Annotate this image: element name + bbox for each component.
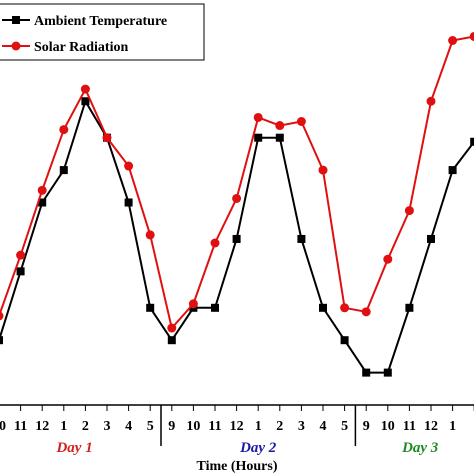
x-tick-label: 2 xyxy=(82,419,89,434)
marker xyxy=(253,112,263,122)
x-tick-label: 11 xyxy=(403,419,416,434)
legend-box xyxy=(0,3,205,61)
marker xyxy=(124,161,134,171)
marker xyxy=(426,96,436,106)
marker xyxy=(383,254,393,264)
marker xyxy=(16,250,26,260)
marker xyxy=(0,311,4,321)
x-tick-label: 4 xyxy=(125,419,132,434)
legend-label: Solar Radiation xyxy=(34,40,128,55)
marker xyxy=(59,166,68,175)
marker xyxy=(361,307,371,317)
marker xyxy=(383,368,392,377)
x-tick-label: 12 xyxy=(35,419,49,434)
marker xyxy=(167,323,177,333)
marker xyxy=(275,121,285,131)
marker xyxy=(146,303,155,312)
marker xyxy=(448,36,458,45)
x-tick-label: 2 xyxy=(276,419,283,434)
marker xyxy=(188,299,198,309)
marker xyxy=(340,303,350,313)
marker xyxy=(297,234,306,243)
marker xyxy=(124,198,133,207)
x-tick-label: 3 xyxy=(104,419,111,434)
marker xyxy=(167,336,176,345)
marker xyxy=(102,133,112,143)
x-tick-label: 9 xyxy=(363,419,370,434)
marker xyxy=(469,31,474,41)
x-tick-label: 9 xyxy=(168,419,175,434)
marker xyxy=(81,97,90,106)
marker xyxy=(0,336,3,345)
marker xyxy=(80,84,90,94)
x-tick-label: 11 xyxy=(208,419,221,434)
marker xyxy=(59,125,69,135)
marker xyxy=(16,267,25,276)
marker xyxy=(405,303,414,312)
x-tick-label: 11 xyxy=(14,419,27,434)
x-tick-label: 10 xyxy=(381,419,395,434)
marker xyxy=(340,336,349,345)
marker xyxy=(232,234,241,243)
marker xyxy=(38,198,47,207)
marker xyxy=(470,137,474,146)
legend-marker xyxy=(12,16,20,24)
x-tick-label: 12 xyxy=(230,419,244,434)
x-tick-label: 10 xyxy=(186,419,200,434)
day-label: Day 3 xyxy=(401,440,439,456)
marker xyxy=(211,303,219,312)
marker xyxy=(319,303,327,312)
x-axis-label: Time (Hours) xyxy=(196,459,277,474)
legend: Ambient Temperature Solar Radiation xyxy=(0,3,205,61)
marker xyxy=(210,238,220,248)
marker xyxy=(362,368,371,377)
marker xyxy=(254,133,263,142)
marker xyxy=(232,193,242,203)
marker xyxy=(448,166,457,175)
x-tick-label: 1 xyxy=(449,419,456,434)
x-tick-label: 3 xyxy=(298,419,305,434)
marker xyxy=(37,185,47,195)
marker xyxy=(275,133,284,142)
marker xyxy=(145,230,155,240)
x-tick-label: 5 xyxy=(147,419,154,434)
x-tick-label: 1 xyxy=(255,419,262,434)
day-label: Day 2 xyxy=(239,440,277,456)
marker xyxy=(427,234,435,243)
marker xyxy=(404,206,414,216)
x-tick-label: 12 xyxy=(424,419,438,434)
x-tick-label: 10 xyxy=(0,419,6,434)
day-label: Day 1 xyxy=(55,440,92,456)
marker xyxy=(296,117,306,126)
x-tick-label: 5 xyxy=(341,419,348,434)
x-tick-label: 1 xyxy=(60,419,67,434)
legend-label: Ambient Temperature xyxy=(34,14,167,29)
x-tick-label: 4 xyxy=(320,419,327,434)
marker xyxy=(318,165,328,175)
series-line xyxy=(0,35,474,331)
legend-marker xyxy=(11,41,21,51)
